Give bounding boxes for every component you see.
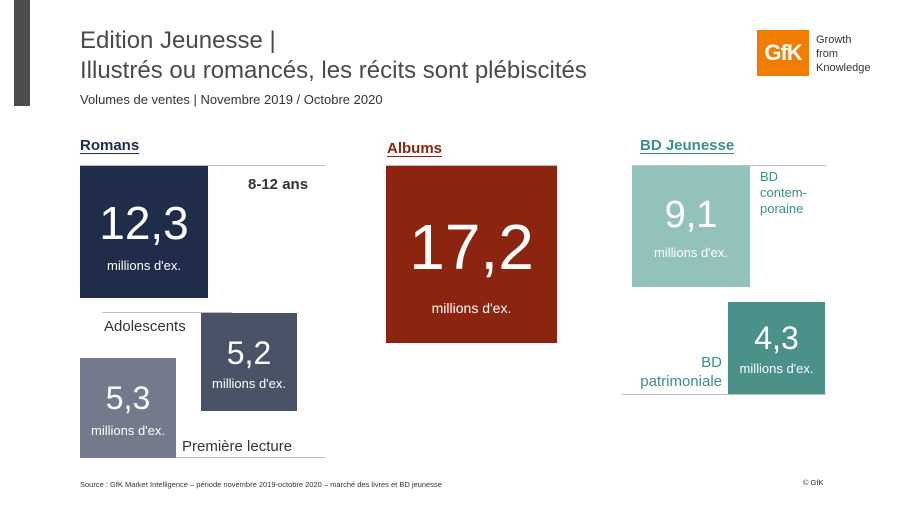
romans-heading: Romans xyxy=(80,137,140,154)
bd-contemporaine-label: BD contem- poraine xyxy=(760,169,807,217)
bd-contemporaine-label-line: BD xyxy=(760,169,779,184)
romans-adolescents-unit: millions d'ex. xyxy=(211,376,286,391)
romans-adolescents-tile: 5,2 millions d'ex. xyxy=(201,313,297,411)
albums-heading: Albums xyxy=(387,140,443,157)
bd-contemporaine-value: 9,1 xyxy=(664,194,718,236)
bd-patrimoniale-label-line: BD xyxy=(701,354,722,371)
bd-contemporaine-label-line: poraine xyxy=(760,201,804,216)
logo-tagline-line: Knowledge xyxy=(816,62,871,74)
bd-heading: BD Jeunesse xyxy=(640,137,735,154)
page-subtitle: Volumes de ventes | Novembre 2019 / Octo… xyxy=(80,92,383,107)
bd-patrimoniale-label: BD patrimoniale xyxy=(622,353,722,391)
logo-tagline-line: Growth xyxy=(816,34,852,46)
romans-premiere-lecture-label: Première lecture xyxy=(182,438,293,455)
adolescents-rule xyxy=(102,312,232,313)
bd-patrimoniale-label-line: patrimoniale xyxy=(640,373,722,390)
side-accent-bar xyxy=(14,0,30,106)
romans-8-12-unit: millions d'ex. xyxy=(106,258,181,273)
page-title-line1: Edition Jeunesse | xyxy=(80,27,276,54)
albums-rule xyxy=(386,165,558,166)
bd-patrimoniale-unit: millions d'ex. xyxy=(739,361,814,376)
copyright: © GfK xyxy=(803,478,824,487)
romans-8-12-label: 8-12 ans xyxy=(248,176,309,193)
premiere-lecture-rule xyxy=(176,457,326,458)
romans-8-12-tile: 12,3 millions d'ex. xyxy=(80,166,208,298)
bd-contemporaine-tile: 9,1 millions d'ex. xyxy=(632,166,750,287)
romans-adolescents-label: Adolescents xyxy=(104,318,186,335)
bd-patrimoniale-rule xyxy=(622,394,826,395)
romans-premiere-lecture-tile: 5,3 millions d'ex. xyxy=(80,358,176,458)
bd-patrimoniale-tile: 4,3 millions d'ex. xyxy=(728,302,825,394)
romans-adolescents-value: 5,2 xyxy=(226,335,272,371)
bd-contemporaine-unit: millions d'ex. xyxy=(653,245,728,260)
romans-premiere-lecture-value: 5,3 xyxy=(105,380,151,416)
bd-rule xyxy=(632,165,826,166)
gfk-logo: GfK xyxy=(757,30,809,76)
page-title: Edition Jeunesse | Illustrés ou romancés… xyxy=(80,26,587,86)
albums-tile: 17,2 millions d'ex. xyxy=(386,166,557,343)
albums-unit: millions d'ex. xyxy=(431,300,512,316)
albums-value: 17,2 xyxy=(409,211,534,283)
page-title-line2: Illustrés ou romancés, les récits sont p… xyxy=(80,57,587,84)
logo-tagline: Growth from Knowledge xyxy=(816,33,870,75)
source-note: Source : GfK Market Intelligence – pério… xyxy=(80,480,442,489)
logo-tagline-line: from xyxy=(816,48,838,60)
romans-8-12-value: 12,3 xyxy=(99,197,189,249)
bd-patrimoniale-value: 4,3 xyxy=(754,320,799,356)
romans-rule xyxy=(80,165,325,166)
romans-premiere-lecture-unit: millions d'ex. xyxy=(90,423,165,438)
bd-contemporaine-label-line: contem- xyxy=(760,185,807,200)
